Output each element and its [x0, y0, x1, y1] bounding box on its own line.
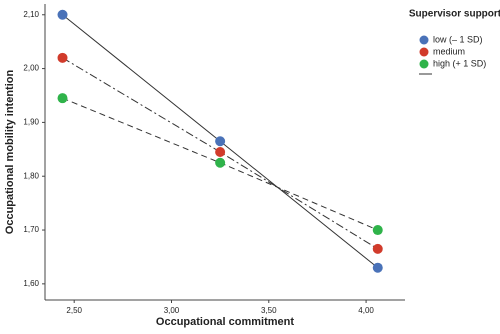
data-point — [372, 225, 383, 236]
legend-marker — [419, 47, 429, 57]
legend-label: medium — [433, 46, 465, 56]
data-point — [215, 147, 226, 157]
data-point — [57, 9, 68, 20]
legend-title: Supervisor support — [409, 9, 500, 20]
x-tick-label: 2,50 — [66, 306, 82, 315]
data-point — [57, 52, 68, 63]
y-tick-label: 1,90 — [23, 118, 39, 127]
data-point — [57, 93, 68, 104]
data-point — [215, 157, 226, 168]
legend-marker — [419, 35, 429, 45]
legend-marker — [419, 59, 429, 69]
y-tick-label: 2,00 — [23, 64, 39, 73]
y-tick-label: 2,10 — [23, 10, 39, 19]
legend-label: low (– 1 SD) — [433, 34, 483, 44]
data-point — [372, 243, 383, 254]
y-tick-label: 1,60 — [23, 279, 39, 288]
data-point — [372, 262, 383, 273]
y-tick-label: 1,70 — [23, 225, 39, 234]
y-tick-label: 1,80 — [23, 171, 39, 180]
x-tick-label: 3,00 — [164, 306, 180, 315]
x-tick-label: 3,50 — [261, 306, 277, 315]
legend-label: high (+ 1 SD) — [433, 58, 486, 68]
x-axis-title: Occupational commitment — [156, 316, 294, 328]
y-axis-title: Occupational mobility intention — [4, 70, 16, 235]
data-point — [215, 136, 226, 147]
x-tick-label: 4,00 — [358, 306, 374, 315]
